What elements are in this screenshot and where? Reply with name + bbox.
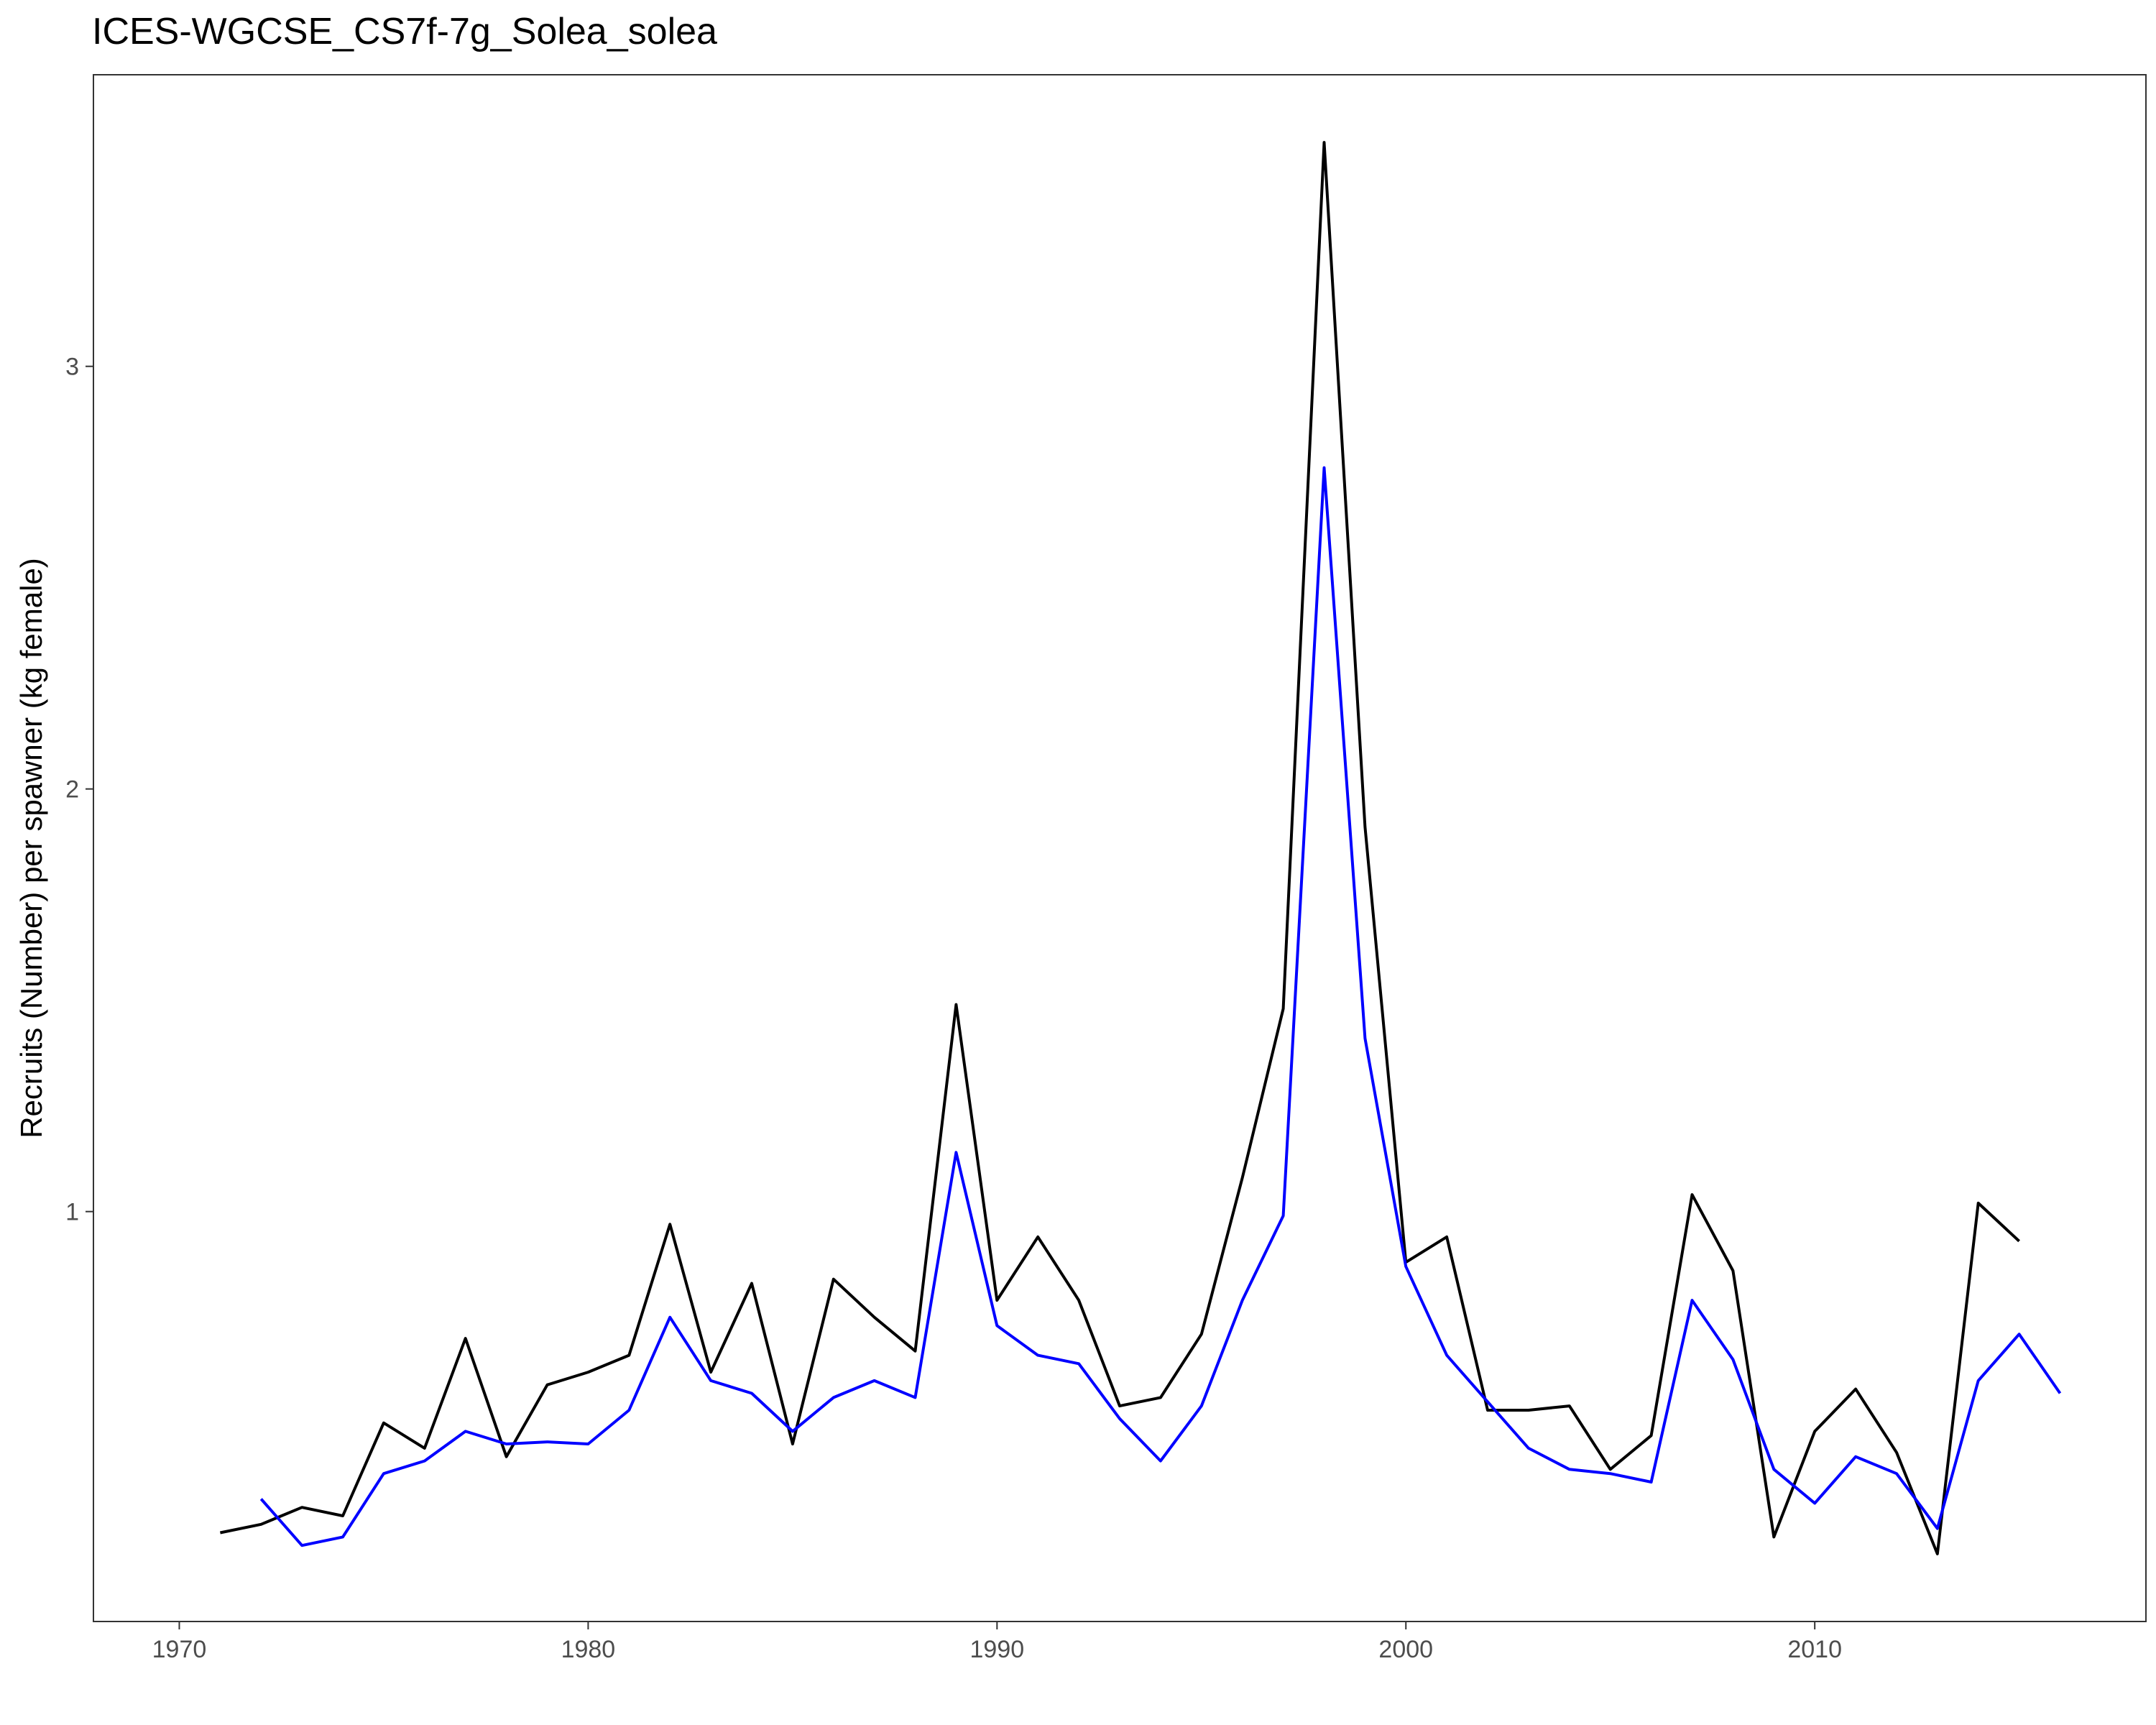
x-tick-label: 2010 <box>1787 1636 1842 1663</box>
plot-panel <box>93 74 2147 1622</box>
x-tick-label: 2000 <box>1378 1636 1433 1663</box>
series-line-2 <box>259 466 2062 1547</box>
x-tick-label: 1970 <box>152 1636 207 1663</box>
x-tick-label: 1990 <box>970 1636 1025 1663</box>
series-line-1 <box>219 141 2020 1555</box>
y-tick-label: 1 <box>65 1199 79 1226</box>
y-tick-label: 3 <box>65 354 79 381</box>
chart-title: ICES-WGCSE_CS7f-7g_Solea_solea <box>92 11 717 52</box>
x-axis: 1970 1980 1990 2000 2010 <box>152 1622 1842 1663</box>
y-axis-title: Recruits (Number) per spawner (kg female… <box>14 558 48 1138</box>
y-tick-label: 2 <box>65 776 79 804</box>
x-tick-label: 1980 <box>561 1636 616 1663</box>
y-axis: 1 2 3 <box>65 354 93 1226</box>
series-layer <box>219 141 2062 1555</box>
